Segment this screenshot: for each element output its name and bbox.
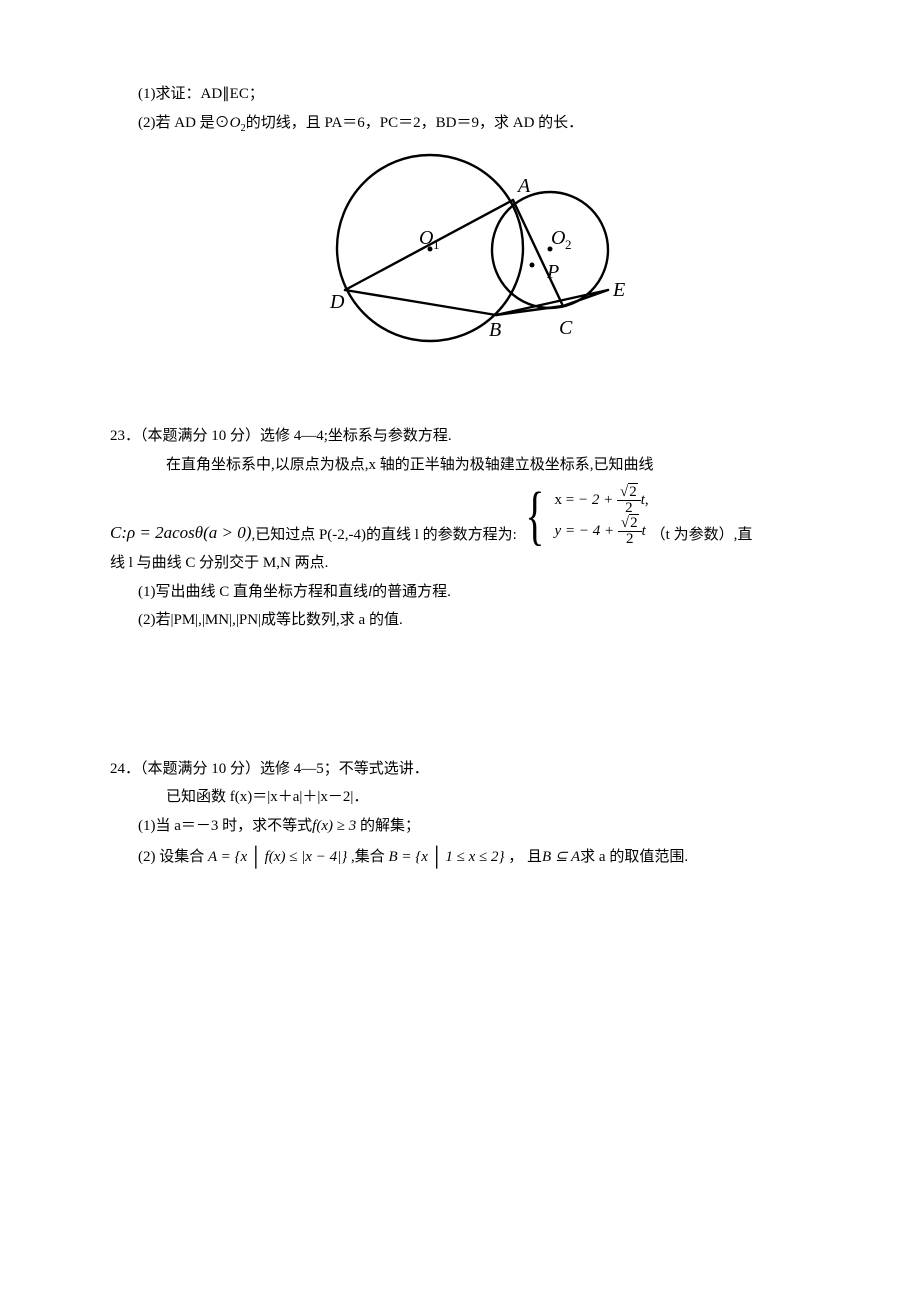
q23-curve: C:ρ = 2acosθ(a > 0) — [110, 517, 251, 549]
sys-row1: x = − 2 + 2 2 t, — [555, 485, 649, 516]
q24-part1: (1)当 a＝－3 时，求不等式f(x) ≥ 3 的解集； — [110, 812, 810, 841]
brace-icon: { — [525, 483, 544, 549]
q24-tail-post: 求 a 的取值范围. — [580, 849, 688, 865]
svg-text:E: E — [612, 279, 625, 301]
svg-text:D: D — [329, 291, 345, 313]
svg-text:P: P — [546, 261, 559, 283]
q23-part1-post: 的普通方程. — [372, 584, 451, 600]
q23-block: 23．（本题满分 10 分）选修 4—4;坐标系与参数方程. 在直角坐标系中,以… — [110, 422, 810, 635]
t2: t — [642, 523, 646, 539]
q24-subset: B ⊆ A — [542, 849, 580, 865]
setB-bar-icon: │ — [428, 840, 445, 876]
setA-bar-icon: │ — [247, 840, 264, 876]
t1: t — [641, 492, 645, 508]
svg-text:O: O — [419, 227, 433, 249]
sys-row2-lhs: y = — [555, 523, 576, 539]
q23-system: { x = − 2 + 2 2 t, y = − 4 + 2 2 t — [519, 483, 649, 549]
q23-after-sys: （t 为参数）,直 — [651, 521, 753, 550]
q24-part2: (2) 设集合 A = {x│f(x) ≤ |x − 4|} ,集合 B = {… — [110, 840, 810, 876]
sys-row2-const: − 4 + — [579, 523, 614, 539]
q23-pre-sys: ,已知过点 P(-2,-4)的直线 l 的参数方程为: — [251, 521, 516, 550]
q22-part2: (2)若 AD 是⊙O2的切线，且 PA＝6，PC＝2，BD＝9，求 AD 的长… — [110, 109, 810, 139]
q22-figure: ABCDEPO1O2 — [295, 148, 625, 368]
svg-text:A: A — [516, 175, 531, 197]
q24-part1-math: f(x) ≥ 3 — [312, 818, 356, 834]
q24-head: 24．（本题满分 10 分）选修 4—5；不等式选讲． — [110, 755, 810, 784]
sys-row1-const: − 2 + — [578, 492, 613, 508]
svg-text:O: O — [551, 227, 565, 249]
svg-text:1: 1 — [433, 237, 440, 252]
q23-part1: (1)写出曲线 C 直角坐标方程和直线l的普通方程. — [110, 578, 810, 607]
q23-line1: 在直角坐标系中,以原点为极点,x 轴的正半轴为极轴建立极坐标系,已知曲线 — [110, 451, 810, 480]
setB-cond: 1 ≤ x ≤ 2} — [445, 849, 504, 865]
q24-tail-pre: ， 且 — [508, 849, 542, 865]
q22-part2-post: 的切线，且 PA＝6，PC＝2，BD＝9，求 AD 的长． — [246, 115, 583, 131]
q22-part2-pre: (2)若 AD 是⊙ — [138, 115, 230, 131]
svg-text:2: 2 — [565, 237, 572, 252]
q23-tail: 线 l 与曲线 C 分别交于 M,N 两点. — [110, 549, 810, 578]
q23-head: 23．（本题满分 10 分）选修 4—4;坐标系与参数方程. — [110, 422, 810, 451]
q23-curve-line: C:ρ = 2acosθ(a > 0) ,已知过点 P(-2,-4)的直线 l … — [110, 483, 810, 549]
sqrt-num-2: 2 — [629, 514, 639, 531]
frac-den-2: 2 — [623, 532, 637, 547]
o2-symbol: O — [230, 115, 241, 131]
sys-row1-frac: 2 2 — [617, 485, 641, 516]
q24-part1-post: 的解集； — [356, 818, 420, 834]
sys-row2: y = − 4 + 2 2 t — [555, 516, 649, 547]
setB-lhs: B = {x — [388, 849, 427, 865]
q23-part2: (2)若|PM|,|MN|,|PN|成等比数列,求 a 的值. — [110, 606, 810, 635]
svg-text:C: C — [559, 317, 573, 339]
sys-row2-frac: 2 2 — [618, 516, 642, 547]
q24-part1-pre: (1)当 a＝－3 时，求不等式 — [138, 818, 312, 834]
q24-block: 24．（本题满分 10 分）选修 4—5；不等式选讲． 已知函数 f(x)＝|x… — [110, 755, 810, 877]
q24-mid: ,集合 — [351, 849, 385, 865]
setA-lhs: A = {x — [208, 849, 247, 865]
q24-line1: 已知函数 f(x)＝|x＋a|＋|x－2|． — [110, 783, 810, 812]
q22-figure-wrap: ABCDEPO1O2 — [110, 148, 810, 368]
svg-text:B: B — [489, 319, 501, 341]
sqrt-num-1: 2 — [628, 483, 638, 500]
sys-row1-lhs: x = — [555, 492, 575, 508]
q23-part1-pre: (1)写出曲线 C 直角坐标方程和直线 — [138, 584, 368, 600]
q24-part2-pre: (2) 设集合 — [138, 849, 204, 865]
q22-part1: (1)求证：AD∥EC； — [110, 80, 810, 109]
setA-cond: f(x) ≤ |x − 4|} — [265, 849, 348, 865]
